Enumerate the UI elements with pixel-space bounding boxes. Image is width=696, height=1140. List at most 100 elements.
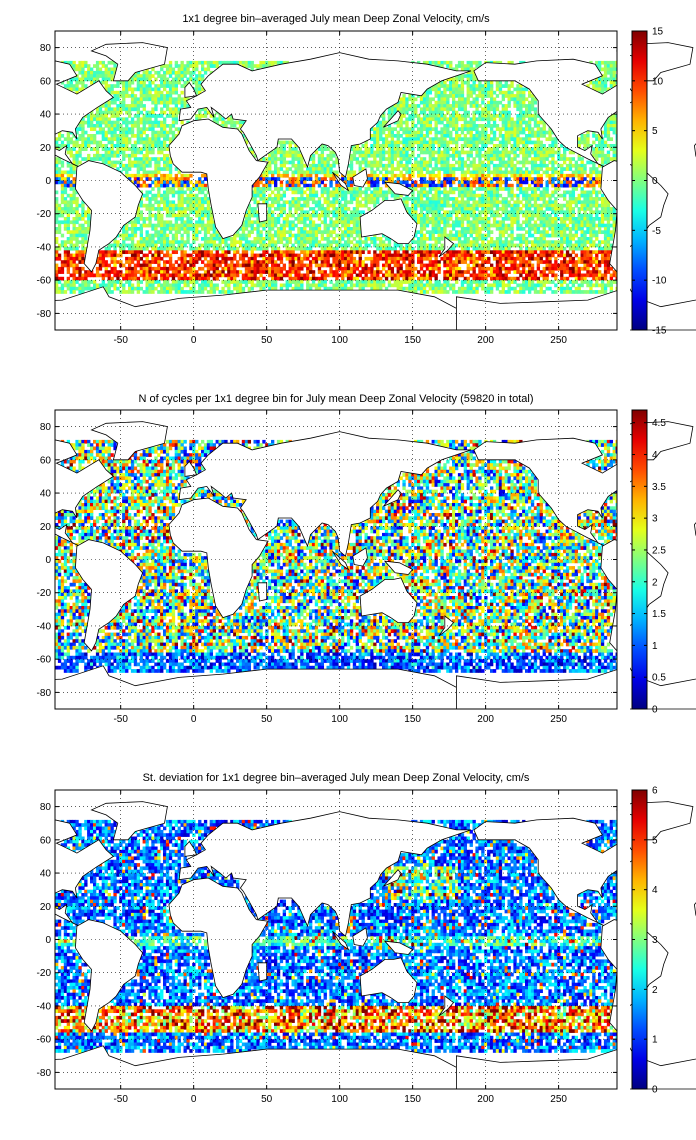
heatmap-cell	[353, 197, 356, 201]
heatmap-cell	[467, 124, 470, 128]
heatmap-cell	[385, 164, 388, 168]
heatmap-cell	[557, 217, 560, 221]
heatmap-cell	[440, 234, 443, 238]
heatmap-cell	[566, 207, 569, 211]
heatmap-cell	[493, 171, 496, 175]
heatmap-cell	[90, 127, 93, 131]
heatmap-cell	[502, 220, 505, 224]
heatmap-cell	[102, 61, 105, 65]
heatmap-cell	[169, 137, 172, 141]
heatmap-cell	[458, 61, 461, 65]
heatmap-cell	[116, 154, 119, 158]
heatmap-cell	[137, 97, 140, 101]
heatmap-cell	[586, 197, 589, 201]
heatmap-cell	[478, 187, 481, 191]
heatmap-cell	[157, 157, 160, 161]
heatmap-cell	[70, 197, 73, 201]
heatmap-cell	[493, 214, 496, 218]
heatmap-cell	[440, 121, 443, 125]
heatmap-cell	[90, 71, 93, 75]
heatmap-cell	[356, 194, 359, 198]
heatmap-cell	[327, 154, 330, 158]
heatmap-cell	[607, 227, 610, 231]
heatmap-cell	[292, 187, 295, 191]
heatmap-cell	[595, 194, 598, 198]
heatmap-cell	[423, 187, 426, 191]
heatmap-cell	[572, 177, 575, 181]
heatmap-cell	[73, 167, 76, 171]
heatmap-cell	[490, 107, 493, 111]
heatmap-cell	[148, 217, 151, 221]
heatmap-cell	[134, 121, 137, 125]
heatmap-cell	[510, 134, 513, 138]
heatmap-cell	[525, 214, 528, 218]
heatmap-cell	[432, 104, 435, 108]
heatmap-cell	[105, 151, 108, 155]
heatmap-cell	[522, 151, 525, 155]
heatmap-cell	[283, 164, 286, 168]
heatmap-cell	[160, 141, 163, 145]
heatmap-cell	[423, 94, 426, 98]
heatmap-cell	[493, 200, 496, 204]
heatmap-cell	[435, 194, 438, 198]
heatmap-cell	[508, 97, 511, 101]
heatmap-cell	[554, 234, 557, 238]
heatmap-cell	[578, 164, 581, 168]
heatmap-cell	[496, 164, 499, 168]
heatmap-cell	[367, 181, 370, 185]
heatmap-cell	[400, 134, 403, 138]
heatmap-cell	[248, 61, 251, 65]
heatmap-cell	[160, 127, 163, 131]
heatmap-cell	[607, 71, 610, 75]
heatmap-cell	[137, 114, 140, 118]
heatmap-cell	[146, 191, 149, 195]
heatmap-cell	[502, 141, 505, 145]
heatmap-cell	[475, 137, 478, 141]
heatmap-cell	[181, 237, 184, 241]
heatmap-cell	[338, 217, 341, 221]
heatmap-cell	[575, 197, 578, 201]
heatmap-cell	[160, 91, 163, 95]
heatmap-cell	[429, 147, 432, 151]
heatmap-cell	[309, 191, 312, 195]
heatmap-cell	[435, 210, 438, 214]
heatmap-cell	[105, 134, 108, 138]
heatmap-cell	[461, 171, 464, 175]
heatmap-cell	[513, 157, 516, 161]
heatmap-cell	[166, 237, 169, 241]
heatmap-cell	[113, 134, 116, 138]
heatmap-cell	[516, 91, 519, 95]
heatmap-cell	[516, 197, 519, 201]
heatmap-cell	[589, 214, 592, 218]
heatmap-cell	[341, 234, 344, 238]
heatmap-cell	[414, 197, 417, 201]
heatmap-cell	[128, 234, 131, 238]
heatmap-cell	[426, 197, 429, 201]
heatmap-cell	[481, 187, 484, 191]
heatmap-cell	[370, 184, 373, 188]
heatmap-cell	[438, 200, 441, 204]
heatmap-cell	[581, 137, 584, 141]
heatmap-cell	[461, 127, 464, 131]
heatmap-cell	[400, 121, 403, 125]
heatmap-cell	[388, 127, 391, 131]
heatmap-cell	[356, 151, 359, 155]
heatmap-cell	[455, 207, 458, 211]
heatmap-cell	[540, 121, 543, 125]
heatmap-cell	[461, 207, 464, 211]
heatmap-cell	[160, 194, 163, 198]
heatmap-cell	[78, 154, 81, 158]
heatmap-cell	[420, 137, 423, 141]
heatmap-cell	[417, 154, 420, 158]
heatmap-cell	[137, 147, 140, 151]
heatmap-cell	[394, 107, 397, 111]
heatmap-cell	[134, 224, 137, 228]
heatmap-cell	[604, 204, 607, 208]
heatmap-cell	[359, 204, 362, 208]
heatmap-cell	[87, 121, 90, 125]
heatmap-cell	[172, 194, 175, 198]
heatmap-cell	[376, 184, 379, 188]
heatmap-cell	[271, 174, 274, 178]
heatmap-cell	[592, 191, 595, 195]
heatmap-cell	[464, 234, 467, 238]
